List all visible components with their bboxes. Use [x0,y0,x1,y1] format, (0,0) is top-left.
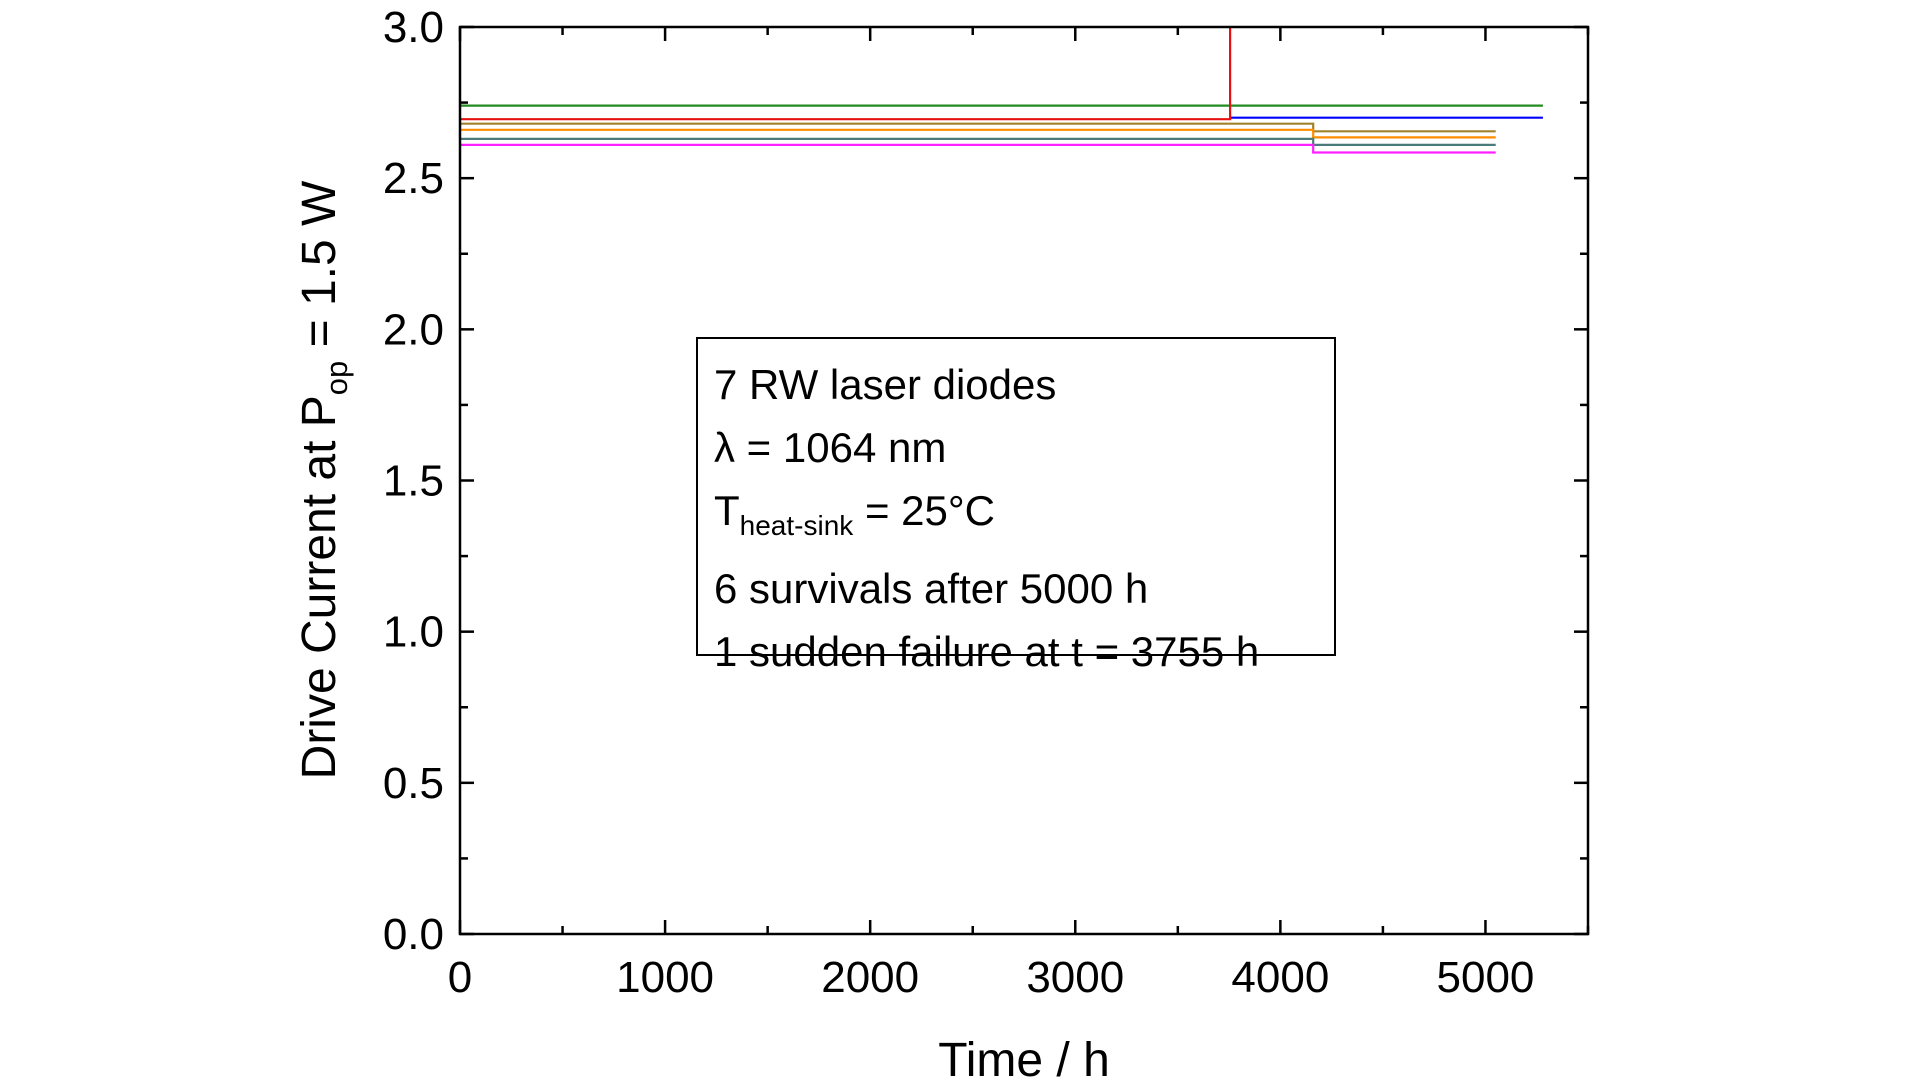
y-axis-title: Drive Current at Pop = 1.5 W [293,180,354,779]
y-tick-label: 0.5 [383,759,444,808]
annotation-line-failure: 1 sudden failure at t = 3755 h [714,628,1260,675]
annotation-temp-prefix: T [714,487,740,534]
series-line-4 [460,122,1496,133]
y-axis-title-prefix: Drive Current at P [293,395,346,779]
y-tick-label: 2.5 [383,154,444,203]
annotation-line-count: 7 RW laser diodes [714,361,1057,408]
x-tick-label: 1000 [616,953,714,1002]
y-tick-label: 1.5 [383,457,444,506]
x-tick-label: 3000 [1026,953,1124,1002]
x-axis-title: Time / h [938,1034,1110,1080]
series-line-7 [460,143,1496,154]
tick-labels-layer: 0 1000 2000 3000 4000 5000 0.0 0.5 1.0 1.5 2.0 2.5 3… [383,3,1535,1002]
x-tick-label: 4000 [1231,953,1329,1002]
annotation-temp-suffix: = 25°C [853,487,995,534]
x-tick-label: 0 [448,953,472,1002]
y-tick-label: 1.0 [383,608,444,657]
x-tick-label: 5000 [1437,953,1535,1002]
series-line-3 [460,27,1232,121]
annotation-line-wavelength: λ = 1064 nm [714,424,947,471]
annotation-temp-subscript: heat-sink [739,510,854,541]
series-layer [460,27,1543,154]
y-tick-label: 0.0 [383,910,444,959]
y-tick-label: 3.0 [383,3,444,52]
annotation-line-survivals: 6 survivals after 5000 h [714,565,1149,612]
annotation-line-temperature: Theat-sink = 25°C [714,479,1334,557]
y-tick-label: 2.0 [383,305,444,354]
annotation-box: 7 RW laser diodes λ = 1064 nm Theat-sink… [696,337,1336,675]
series-line-6 [460,137,1496,146]
y-axis-title-subscript: op [319,361,354,395]
series-line-5 [460,128,1496,139]
ticks-layer [458,25,1590,936]
x-tick-label: 2000 [821,953,919,1002]
y-axis-title-suffix: = 1.5 W [293,180,346,361]
